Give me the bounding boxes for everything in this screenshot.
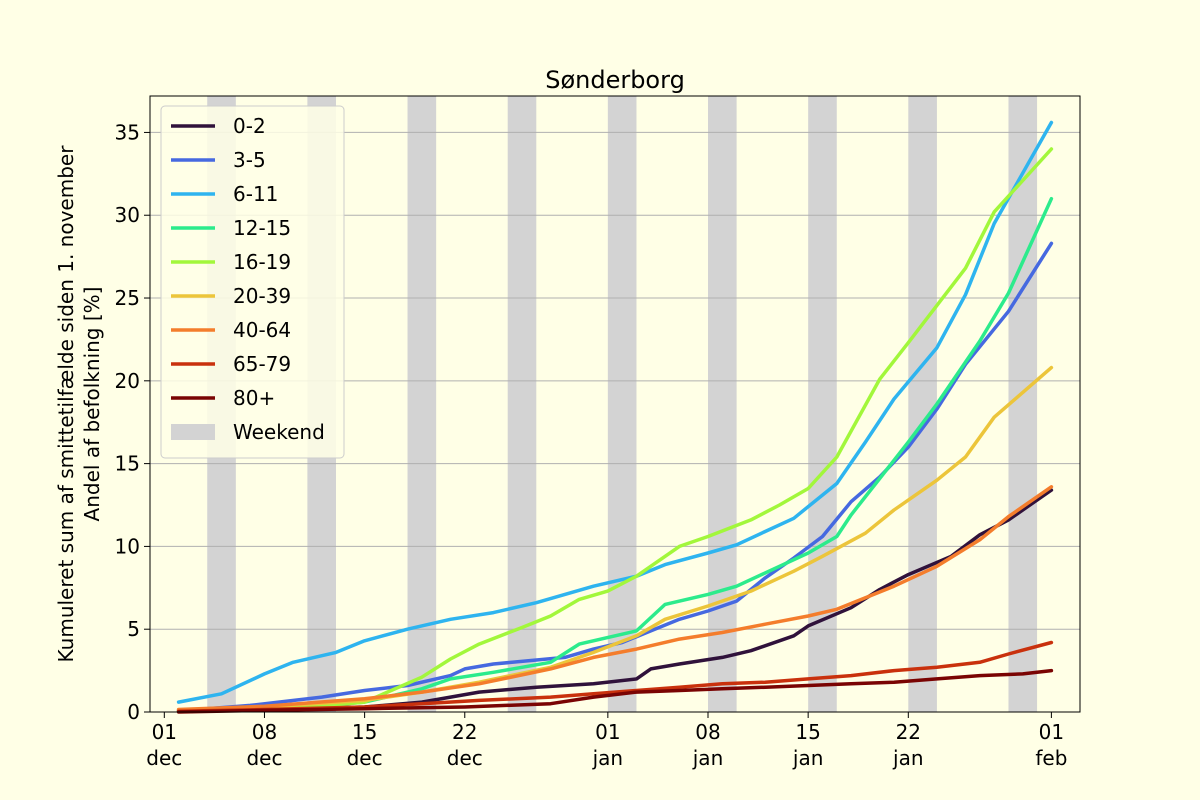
y-tick-label: 5 (127, 617, 140, 641)
y-tick-label: 20 (115, 369, 140, 393)
legend-label: 12-15 (233, 216, 291, 240)
x-tick-day: 22 (452, 720, 477, 744)
x-tick-month: jan (592, 746, 624, 770)
weekend-band (607, 96, 637, 712)
y-tick-label: 0 (127, 700, 140, 724)
plot-frame (149, 95, 1081, 713)
y-tick-label: 25 (115, 286, 140, 310)
legend-label: 3-5 (233, 148, 266, 172)
weekend-band (507, 96, 537, 712)
series-line-16-19 (176, 147, 1054, 713)
x-tick-day: 01 (1039, 720, 1064, 744)
y-tick-label: 10 (115, 534, 140, 558)
weekend-band (708, 96, 737, 712)
y-axis-label-line-2: Andel af befolkning [%] (80, 287, 104, 522)
x-tick-day: 01 (595, 720, 620, 744)
x-tick-day: 08 (252, 720, 277, 744)
x-tick-day: 15 (795, 720, 820, 744)
x-tick-month: feb (1035, 746, 1067, 770)
series-line-65-79 (176, 640, 1054, 713)
x-tick-day: 08 (695, 720, 720, 744)
x-tick-month: dec (146, 746, 182, 770)
y-axis-label-line-1: Kumuleret sum af smittetilfælde siden 1.… (54, 145, 78, 663)
legend-label: 6-11 (233, 182, 278, 206)
weekend-band (407, 96, 437, 712)
x-tick-month: dec (347, 746, 383, 770)
series-line-12-15 (176, 196, 1054, 713)
legend-label: 16-19 (233, 250, 291, 274)
x-tick-day: 22 (896, 720, 921, 744)
y-tick-label: 35 (115, 120, 140, 144)
y-tick-label: 15 (115, 452, 140, 476)
legend-label: 80+ (233, 386, 275, 410)
x-tick-day: 01 (152, 720, 177, 744)
legend-label: 20-39 (233, 284, 291, 308)
series-lines (176, 120, 1054, 714)
x-tick-month: jan (692, 746, 724, 770)
legend-swatch-weekend (171, 424, 215, 440)
y-tick-label: 30 (115, 203, 140, 227)
axes: 0510152025303501dec08dec15dec22dec01jan0… (115, 120, 1068, 770)
x-tick-day: 15 (352, 720, 377, 744)
weekend-band (1008, 96, 1038, 712)
legend-label-weekend: Weekend (233, 420, 325, 444)
x-tick-month: jan (792, 746, 824, 770)
legend: 0-2 3-5 6-11 12-15 16-19 20-39 40-64 65-79 80+ We… (160, 105, 345, 459)
series-line-0-2 (176, 488, 1054, 713)
legend-label: 40-64 (233, 318, 291, 342)
x-tick-month: dec (246, 746, 282, 770)
legend-label: 0-2 (233, 114, 266, 138)
x-tick-month: jan (892, 746, 924, 770)
weekend-band (908, 96, 937, 712)
chart-title: Sønderborg (545, 66, 685, 94)
series-line-40-64 (176, 485, 1054, 712)
series-line-80plus (176, 668, 1054, 714)
legend-label: 65-79 (233, 352, 291, 376)
x-tick-month: dec (447, 746, 483, 770)
